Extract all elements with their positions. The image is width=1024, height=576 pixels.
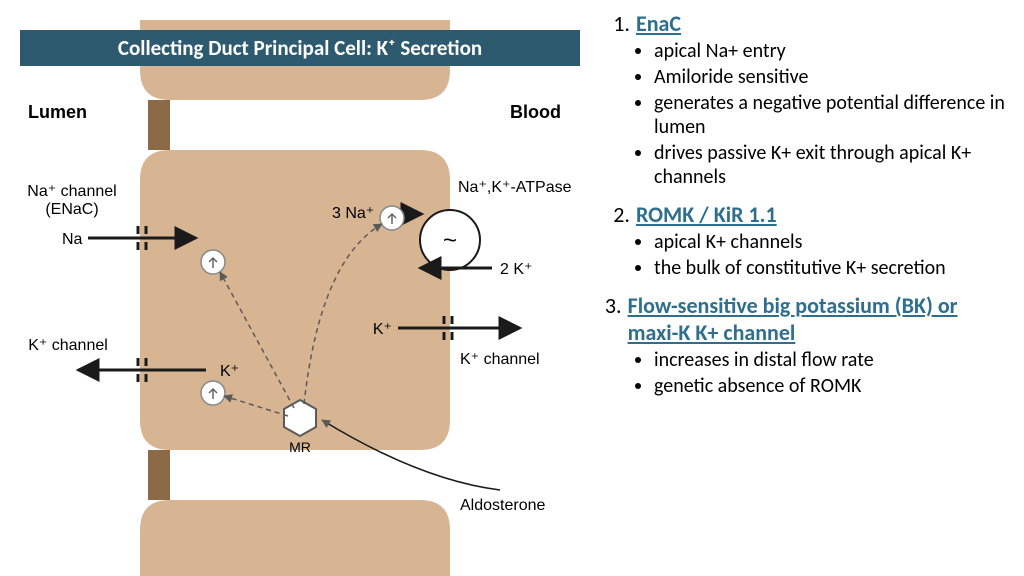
- item-heading-bk: Flow-sensitive big potassium (BK) or max…: [628, 292, 1006, 346]
- tight-junction-bottom: [148, 450, 170, 500]
- k-plus-basal: K⁺: [373, 321, 392, 338]
- lumen-label: Lumen: [28, 102, 87, 122]
- k-channel-apical-label: K⁺ channel: [28, 337, 108, 354]
- bullet: increases in distal flow rate: [654, 348, 1006, 372]
- atpase-label: Na⁺,K⁺-ATPase: [458, 179, 572, 196]
- k-channel-basal-label: K⁺ channel: [460, 351, 540, 368]
- diagram-panel: Collecting Duct Principal Cell: K⁺ Secre…: [0, 0, 592, 576]
- bullet: generates a negative potential differenc…: [654, 91, 1006, 139]
- title-bar: Collecting Duct Principal Cell: K⁺ Secre…: [20, 30, 580, 66]
- three-na-label: 3 Na⁺: [332, 205, 374, 222]
- cell-diagram: Lumen Blood Na⁺ channel (ENaC) Na K⁺ cha…: [0, 0, 592, 576]
- item-number: 2.: [596, 201, 630, 228]
- item-heading-enac: EnaC: [636, 10, 681, 37]
- item-number: 3.: [596, 292, 622, 319]
- blood-label: Blood: [510, 102, 561, 122]
- bullet: drives passive K+ exit through apical K+…: [654, 141, 1006, 189]
- bottom-cell: [140, 500, 450, 576]
- k-plus-apical: K⁺: [220, 363, 239, 380]
- enac-label-1: Na⁺ channel: [27, 183, 116, 200]
- two-k-label: 2 K⁺: [500, 261, 532, 278]
- bullets-enac: apical Na+ entry Amiloride sensitive gen…: [654, 39, 1006, 189]
- bullet: the bulk of constitutive K+ secretion: [654, 256, 1006, 280]
- title-text: Collecting Duct Principal Cell: K⁺ Secre…: [118, 35, 482, 61]
- item-number: 1.: [596, 10, 630, 37]
- bullet: genetic absence of ROMK: [654, 374, 1006, 398]
- na-label: Na: [62, 231, 83, 248]
- bullets-romk: apical K+ channels the bulk of constitut…: [654, 230, 1006, 280]
- bullet: apical Na+ entry: [654, 39, 1006, 63]
- enac-label-2: (ENaC): [45, 201, 98, 218]
- text-panel: 1. EnaC apical Na+ entry Amiloride sensi…: [592, 0, 1024, 576]
- aldosterone-label: Aldosterone: [460, 497, 545, 514]
- bullets-bk: increases in distal flow rate genetic ab…: [654, 348, 1006, 398]
- tight-junction-top: [148, 100, 170, 150]
- item-heading-romk: ROMK / KiR 1.1: [636, 201, 777, 228]
- slide: Collecting Duct Principal Cell: K⁺ Secre…: [0, 0, 1024, 576]
- list-item-3: 3. Flow-sensitive big potassium (BK) or …: [596, 292, 1006, 346]
- tilde: ~: [443, 227, 457, 254]
- bullet: Amiloride sensitive: [654, 65, 1006, 89]
- list-item-1: 1. EnaC: [596, 10, 1006, 37]
- list-item-2: 2. ROMK / KiR 1.1: [596, 201, 1006, 228]
- mr-hexagon: [284, 400, 316, 436]
- receptor-enac: [201, 250, 225, 274]
- mr-label: MR: [289, 439, 311, 455]
- bullet: apical K+ channels: [654, 230, 1006, 254]
- receptor-atpase: [380, 206, 404, 230]
- receptor-k-apical: [201, 381, 225, 405]
